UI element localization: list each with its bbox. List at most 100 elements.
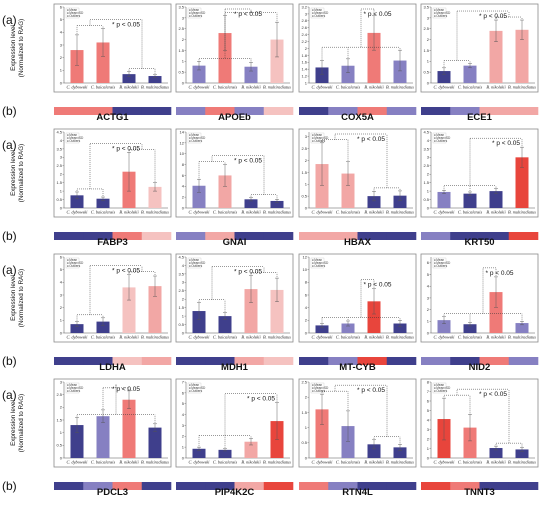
x-category-label: C. dybowski [188, 85, 210, 90]
color-strip-cell [386, 107, 417, 115]
legend-entry: Mean±SD [314, 386, 329, 390]
legend-swatch [67, 9, 69, 11]
legend-entry: Outliers [436, 139, 447, 143]
legend-box [432, 7, 447, 19]
legend-swatch [189, 384, 191, 386]
x-category-label: C. dybowski [433, 210, 455, 215]
bar [515, 29, 529, 83]
x-category-label: C. dybowski [188, 335, 210, 340]
legend-entry: Outliers [314, 264, 325, 268]
x-category-label: C. baicalensis [91, 210, 116, 215]
x-category-label: B. nikolskii [119, 210, 139, 215]
bar [393, 195, 407, 208]
x-category-label: B. multiradiatus [141, 210, 169, 215]
legend-entry: Outliers [191, 139, 202, 143]
figure-labels: (a)(b)Expression level (Normalized to RAG… [2, 13, 25, 493]
y-tick-label: 6 [305, 292, 308, 297]
bar [489, 30, 503, 84]
y-axis-title: Expression level (Normalized to RAG) [10, 19, 25, 77]
legend-swatch [67, 262, 69, 264]
color-strip-cell [479, 232, 510, 240]
color-strip-cell [479, 482, 510, 490]
y-tick-label: 2.6 [301, 25, 307, 30]
y-tick-label: 1 [182, 314, 185, 319]
color-strip-cell [112, 232, 143, 240]
y-tick-label: 2.5 [301, 146, 307, 151]
bar [122, 287, 136, 333]
color-strip-cell [141, 357, 172, 365]
y-tick-label: 3 [427, 155, 430, 160]
y-tick-label: 3 [305, 134, 308, 139]
gene-name: FABP3 [97, 237, 128, 248]
y-tick-label: 2 [305, 46, 308, 51]
x-category-label: B. nikolskii [119, 460, 139, 465]
color-strip-cell [141, 482, 172, 490]
y-tick-label: 10 [303, 267, 308, 272]
y-tick-label: 3 [427, 295, 430, 300]
legend-entry: Mean [69, 8, 77, 12]
gene-name: ECE1 [467, 112, 493, 123]
y-tick-label: 5 [182, 401, 185, 406]
x-category-label: C. dybowski [188, 460, 210, 465]
gene-name: TNNT3 [464, 487, 495, 498]
y-axis-title-line1: Expression level [10, 150, 17, 196]
bar [148, 427, 162, 458]
legend-entry: Outliers [436, 264, 447, 268]
color-strip-cell [263, 107, 294, 115]
x-category-label: C. baicalensis [458, 335, 483, 340]
x-category-label: B. nikolskii [241, 85, 261, 90]
bar [463, 65, 477, 83]
bar [148, 186, 162, 208]
y-tick-label: 0.5 [301, 440, 307, 445]
gene-name: RTN4L [342, 487, 373, 498]
bar [515, 449, 529, 458]
significance-label: * p < 0.05 [112, 268, 140, 275]
y-tick-label: 3 [60, 379, 63, 384]
color-strip-cell [234, 232, 265, 240]
bar [96, 198, 110, 208]
y-tick-label: 1.4 [301, 67, 307, 72]
color-strip-cell [83, 232, 113, 240]
significance-label: * p < 0.05 [112, 386, 140, 393]
color-strip-cell [450, 107, 480, 115]
x-category-label: C. baicalensis [91, 85, 116, 90]
legend-entry: Mean [191, 133, 199, 137]
legend-entry: Mean [69, 133, 77, 137]
x-category-label: B. multiradiatus [141, 85, 169, 90]
y-tick-label: 4 [182, 184, 185, 189]
legend-entry: Mean±SD [191, 11, 206, 15]
bar [341, 323, 355, 333]
bar [148, 76, 162, 83]
legend-entry: Mean [436, 258, 444, 262]
y-tick-label: 14 [180, 129, 185, 134]
color-strip-cell [357, 107, 388, 115]
legend-swatch [434, 9, 436, 11]
color-strip-cell [450, 357, 480, 365]
x-category-label: B. multiradiatus [386, 335, 414, 340]
bar [270, 39, 284, 83]
bar [70, 324, 84, 333]
x-category-label: B. multiradiatus [263, 85, 291, 90]
y-tick-label: 0 [182, 205, 185, 210]
legend-entry: Outliers [191, 264, 202, 268]
y-tick-label: 4 [60, 280, 63, 285]
y-axis-title-line2: (Normalized to RAG) [18, 269, 25, 327]
legend-entry: Outliers [436, 389, 447, 393]
panel-label-b: (b) [2, 479, 17, 493]
y-tick-label: 1 [60, 318, 63, 323]
significance-label: * p < 0.05 [234, 158, 262, 165]
legend-entry: Outliers [314, 14, 325, 18]
bar [315, 164, 329, 208]
legend-entry: Mean±SD [191, 386, 206, 390]
color-strip-cell [357, 232, 388, 240]
y-tick-label: 1 [427, 59, 430, 64]
bar [96, 321, 110, 333]
y-tick-label: 4.5 [178, 254, 184, 259]
y-tick-label: 1 [427, 319, 430, 324]
x-category-label: B. multiradiatus [508, 335, 536, 340]
